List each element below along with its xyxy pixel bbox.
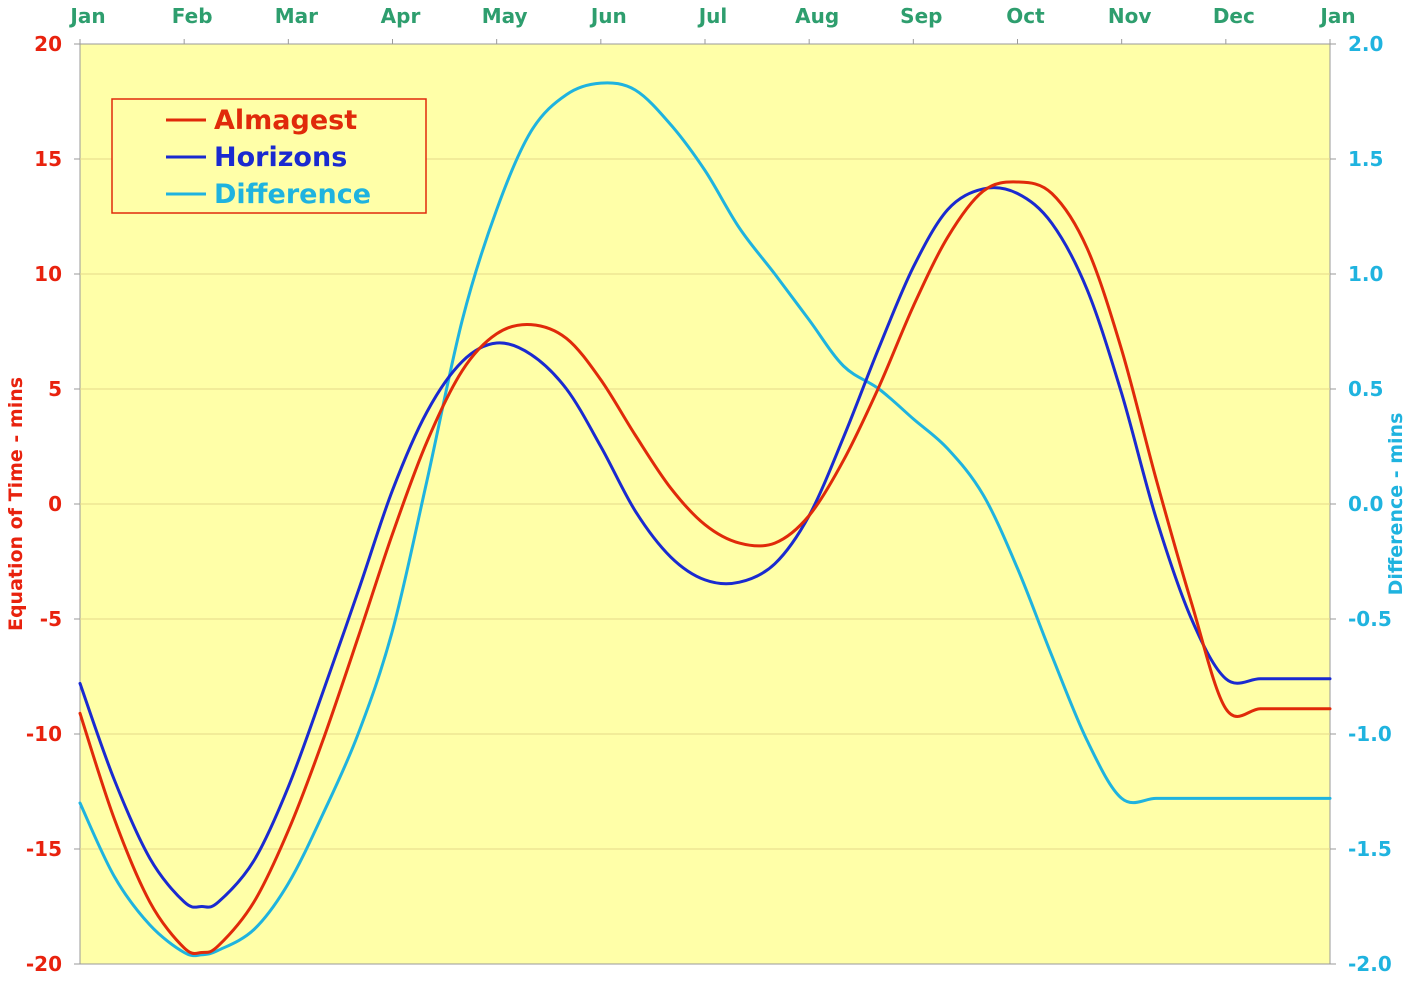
legend: Almagest Horizons Difference bbox=[111, 98, 427, 214]
y-axis-right: 2.0 1.5 1.0 0.5 0.0 -0.5 -1.0 -1.5 -2.0 bbox=[1330, 32, 1392, 976]
y-left-tick-label: 0 bbox=[48, 492, 62, 516]
legend-label-horizons: Horizons bbox=[214, 142, 347, 173]
y-right-tick-label: 1.0 bbox=[1348, 262, 1383, 286]
y-right-tick-label: 1.5 bbox=[1348, 147, 1383, 171]
x-tick-label: Nov bbox=[1108, 4, 1152, 28]
y-right-tick-label: -1.0 bbox=[1348, 722, 1392, 746]
series-layer bbox=[78, 81, 1332, 958]
x-tick-label: Apr bbox=[381, 4, 421, 28]
y-axis-right-label: Difference - mins bbox=[1385, 413, 1407, 596]
x-tick-label: Feb bbox=[172, 4, 213, 28]
y-left-tick-label: 15 bbox=[34, 147, 62, 171]
y-left-tick-label: -15 bbox=[26, 837, 62, 861]
series-line-horizons bbox=[78, 186, 1332, 909]
y-left-tick-label: -10 bbox=[26, 722, 62, 746]
legend-label-almagest: Almagest bbox=[214, 105, 357, 136]
x-tick-label: Oct bbox=[1006, 4, 1045, 28]
y-axis-left-label: Equation of Time - mins bbox=[5, 377, 27, 631]
x-tick-label: Sep bbox=[900, 4, 942, 28]
series-line-difference bbox=[78, 81, 1332, 958]
y-right-tick-label: -2.0 bbox=[1348, 952, 1392, 976]
legend-box bbox=[111, 98, 427, 214]
y-right-tick-label: 0.0 bbox=[1348, 492, 1383, 516]
legend-label-difference: Difference bbox=[214, 179, 371, 210]
y-left-tick-label: -5 bbox=[40, 607, 62, 631]
x-tick-label: Jan bbox=[68, 4, 105, 28]
x-axis: Jan Feb Mar Apr May Jun Jul Aug Sep Oct Nov Dec Jan bbox=[68, 4, 1356, 44]
x-tick-label: Jul bbox=[697, 4, 728, 28]
x-tick-label: Dec bbox=[1213, 4, 1255, 28]
x-tick-label: May bbox=[482, 4, 528, 28]
x-tick-label: Mar bbox=[275, 4, 318, 28]
y-axis-left: 20 15 10 5 0 -5 -10 -15 -20 bbox=[26, 32, 80, 976]
x-tick-label: Jun bbox=[589, 4, 627, 28]
series-line-almagest bbox=[78, 180, 1332, 955]
y-right-tick-label: -0.5 bbox=[1348, 607, 1392, 631]
y-right-tick-label: 0.5 bbox=[1348, 377, 1383, 401]
y-left-tick-label: -20 bbox=[26, 952, 62, 976]
y-right-tick-label: -1.5 bbox=[1348, 837, 1392, 861]
x-tick-label: Jan bbox=[1318, 4, 1355, 28]
y-left-tick-label: 5 bbox=[48, 377, 62, 401]
y-left-tick-label: 20 bbox=[34, 32, 62, 56]
y-right-tick-label: 2.0 bbox=[1348, 32, 1383, 56]
x-tick-label: Aug bbox=[795, 4, 839, 28]
y-left-tick-label: 10 bbox=[34, 262, 62, 286]
